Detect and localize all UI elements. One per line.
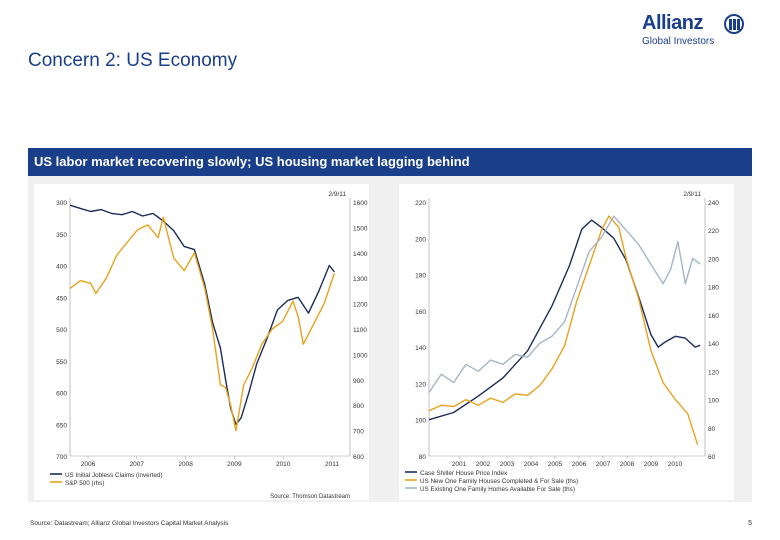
labor-right-tick-label: 1300 [353,276,368,283]
labor-left-tick-label: 450 [56,295,67,302]
housing-left-tick-label: 180 [415,273,426,280]
housing-right-tick-label: 200 [708,256,719,263]
labor-market-chart: 300 350 400 450 500 550 600 650 700 1600 1500 1400 1… [34,184,369,500]
housing-x-tick-label: 2009 [644,461,659,468]
labor-right-tick-label: 1400 [353,251,368,258]
housing-legend-label: US Existing One Family Homes Available F… [420,486,575,493]
labor-left-tick-label: 650 [56,422,67,429]
labor-left-tick-label: 600 [56,391,67,398]
housing-right-tick-label: 160 [708,313,719,320]
allianz-logo: Allianz Global Investors [642,12,752,52]
labor-legend-label: US Initial Jobless Claims (inverted) [65,472,163,479]
labor-right-tick-label: 800 [353,403,364,410]
labor-legend-label: S&P 500 (rhs) [65,480,104,487]
labor-x-tick-label: 2007 [130,461,145,468]
housing-series-line-2 [428,215,699,445]
housing-right-tick-label: 120 [708,369,719,376]
labor-x-tick-label: 2010 [276,461,291,468]
housing-x-tick-label: 2001 [452,461,467,468]
housing-series-line-3 [428,215,701,393]
housing-x-tick-label: 2006 [572,461,587,468]
logo-wordmark: Allianz [642,12,703,34]
labor-x-tick-label: 2006 [81,461,96,468]
housing-market-chart: 220 200 180 160 140 120 100 80 240 220 200 180 160 14… [399,184,734,500]
labor-right-tick-label: 900 [353,378,364,385]
labor-left-tick-label: 550 [56,359,67,366]
housing-x-tick-label: 2005 [548,461,563,468]
labor-market-chart-svg: 300 350 400 450 500 550 600 650 700 1600 1500 1400 1… [50,191,368,500]
labor-date-label: 2/9/11 [328,191,346,198]
labor-left-tick-label: 700 [56,454,67,461]
housing-legend-label: Case Shiller House Price Index [420,470,508,477]
housing-right-tick-label: 240 [708,200,719,207]
housing-market-chart-svg: 2202001801601401201008024022020018016014… [405,191,719,493]
labor-right-tick-label: 1100 [353,327,367,334]
housing-right-tick-label: 60 [708,454,716,461]
labor-source-note: Source: Thomson Datastream [270,494,350,500]
page-number: 5 [748,520,752,527]
housing-x-tick-label: 2007 [596,461,611,468]
housing-series-line-1 [428,219,701,421]
labor-left-tick-label: 350 [56,232,67,239]
labor-x-tick-label: 2008 [178,461,193,468]
housing-left-tick-label: 120 [415,381,426,388]
housing-left-tick-label: 100 [415,418,426,425]
labor-right-tick-label: 1200 [353,302,368,309]
housing-x-tick-label: 2008 [620,461,635,468]
housing-x-tick-label: 2010 [668,461,683,468]
labor-left-tick-label: 500 [56,327,67,334]
housing-left-tick-label: 80 [419,454,427,461]
page-title: Concern 2: US Economy [28,50,238,71]
housing-x-tick-label: 2002 [476,461,491,468]
housing-right-tick-label: 80 [708,426,716,433]
housing-left-tick-label: 140 [415,345,426,352]
labor-x-tick-label: 2009 [227,461,242,468]
labor-left-tick-label: 400 [56,264,67,271]
housing-x-tick-label: 2004 [524,461,539,468]
labor-right-tick-label: 1000 [353,352,368,359]
housing-right-tick-label: 140 [708,341,719,348]
eagle-pillars-icon [724,14,744,34]
housing-x-tick-label: 2003 [500,461,515,468]
section-banner: US labor market recovering slowly; US ho… [28,148,752,176]
labor-series-line-1 [69,204,335,426]
logo-subtitle: Global Investors [642,36,715,47]
housing-right-tick-label: 100 [708,398,719,405]
labor-left-tick-label: 300 [56,200,67,207]
housing-legend-label: US New One Family Houses Completed & For… [420,478,578,485]
housing-left-tick-label: 220 [415,200,426,207]
labor-right-tick-label: 600 [353,454,364,461]
labor-right-tick-label: 1500 [353,225,368,232]
housing-left-tick-label: 200 [415,236,426,243]
housing-left-tick-label: 160 [415,309,426,316]
footer-source: Source: Datastream; Allianz Global Inves… [30,520,229,527]
labor-right-tick-label: 1600 [353,200,368,207]
housing-right-tick-label: 180 [708,285,719,292]
labor-series-line-2 [69,216,336,432]
labor-right-tick-label: 700 [353,429,364,436]
housing-right-tick-label: 220 [708,228,719,235]
labor-x-tick-label: 2011 [325,461,339,468]
housing-date-label: 2/9/11 [683,191,701,198]
